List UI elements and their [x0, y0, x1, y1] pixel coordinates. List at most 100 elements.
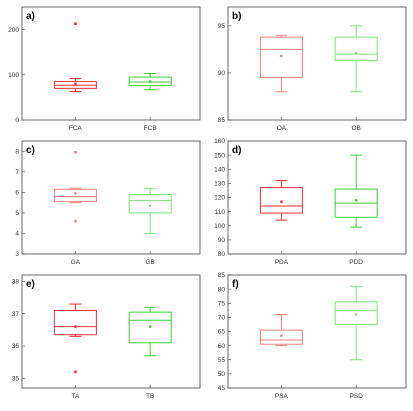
y-tick-label: 120 [214, 195, 225, 202]
y-tick-label: 80 [218, 286, 226, 293]
y-tick-label: 65 [218, 329, 226, 336]
panel-4: 80 90 100 110 120 130 140 150 160 d) PDA PDD [214, 138, 407, 266]
x-tick-label: PSA [275, 393, 289, 400]
box-PDD [334, 154, 378, 228]
y-tick-label: 200 [8, 27, 19, 34]
box-body [259, 329, 303, 345]
y-tick-label: 55 [218, 357, 226, 364]
y-tick-label: 38 [12, 279, 20, 286]
y-tick-label: 75 [218, 300, 226, 307]
mean-marker [148, 80, 152, 83]
y-tick-label: 85 [218, 272, 226, 279]
y-tick-label: 35 [12, 376, 20, 383]
y-tick-label: 140 [214, 166, 225, 173]
panel-6: 45 50 55 60 65 70 75 80 85 f) PSA PSD [218, 272, 407, 400]
y-tick-label: 8 [15, 148, 19, 155]
x-tick-label: OA [277, 125, 287, 132]
y-tick-label: 37 [12, 311, 20, 318]
plot-frame [227, 140, 407, 255]
panel-5: 35 36 37 38 e) TA TB [12, 274, 201, 400]
box-body [259, 36, 303, 79]
x-tick-label: GA [71, 259, 81, 266]
y-tick-label: 100 [214, 223, 225, 230]
y-tick-label: 4 [15, 231, 19, 238]
panel-1: 0 100 200 a) FCA FCB [8, 6, 201, 132]
box-OB [334, 25, 378, 93]
x-tick-label: FCB [144, 125, 157, 132]
mean-marker [280, 54, 283, 58]
plot-frame [21, 274, 201, 389]
box-body [53, 188, 97, 203]
box-body [128, 311, 172, 344]
panel-label: f) [232, 279, 239, 290]
y-tick-label: 45 [218, 385, 226, 392]
x-tick-label: FCA [69, 125, 83, 132]
mean-marker [148, 325, 152, 328]
box-PDA [259, 180, 303, 221]
box-PSA [259, 314, 303, 347]
y-tick-label: 95 [218, 23, 226, 30]
y-tick-label: 5 [15, 210, 19, 217]
x-tick-label: PSD [349, 393, 363, 400]
y-tick-label: 85 [218, 117, 226, 124]
mean-marker [354, 199, 358, 202]
x-tick-label: TA [71, 393, 79, 400]
y-tick-label: 90 [218, 70, 226, 77]
mean-marker [74, 325, 77, 328]
mean-marker [280, 200, 283, 203]
panel-label: b) [232, 11, 241, 22]
y-tick-label: 130 [214, 181, 225, 188]
box-body [128, 193, 172, 214]
box-body [334, 301, 378, 325]
box-GA [53, 151, 97, 223]
panel-label: c) [26, 145, 35, 156]
y-tick-label: 7 [15, 169, 19, 176]
plot-frame [21, 6, 201, 121]
mean-marker [74, 82, 77, 86]
x-tick-label: OB [351, 125, 360, 132]
panel-label: d) [232, 145, 241, 156]
y-tick-label: 150 [214, 152, 225, 159]
box-body [128, 76, 172, 87]
y-tick-label: 70 [218, 315, 226, 322]
x-tick-label: PDA [275, 259, 289, 266]
plot-frame [21, 140, 201, 255]
mean-marker [354, 313, 358, 316]
box-body [259, 187, 303, 214]
plot-frame [227, 6, 407, 121]
y-tick-label: 3 [15, 251, 19, 258]
box-body [334, 36, 378, 62]
box-GB [128, 187, 172, 234]
y-tick-label: 36 [12, 343, 20, 350]
box-FCB [128, 72, 172, 91]
outlier-point [74, 151, 77, 154]
outlier-point [74, 370, 77, 374]
mean-marker [280, 334, 283, 337]
box-PSD [334, 285, 378, 361]
y-tick-label: 160 [214, 138, 225, 145]
x-tick-label: TB [146, 393, 154, 400]
y-tick-label: 110 [215, 209, 226, 216]
panel-2: 85 90 95 b) OA OB [218, 6, 407, 132]
mean-marker [354, 51, 358, 55]
box-OA [259, 34, 303, 93]
panel-3: 3 4 5 6 7 8 c) GA GB [15, 140, 201, 266]
y-tick-label: 100 [8, 72, 19, 79]
box-body [53, 310, 97, 336]
box-TA [53, 303, 97, 374]
y-tick-label: 0 [15, 117, 19, 124]
outlier-point [74, 22, 77, 26]
panel-label: e) [26, 279, 35, 290]
y-tick-label: 50 [218, 371, 226, 378]
y-tick-label: 90 [218, 237, 226, 244]
y-tick-label: 60 [218, 343, 226, 350]
mean-marker [148, 204, 152, 207]
outlier-point [74, 219, 77, 223]
box-FCA [53, 22, 97, 93]
x-tick-label: PDD [349, 259, 363, 266]
box-TB [128, 306, 172, 357]
mean-marker [74, 192, 77, 195]
plot-frame [227, 274, 407, 389]
y-tick-label: 80 [218, 251, 226, 258]
